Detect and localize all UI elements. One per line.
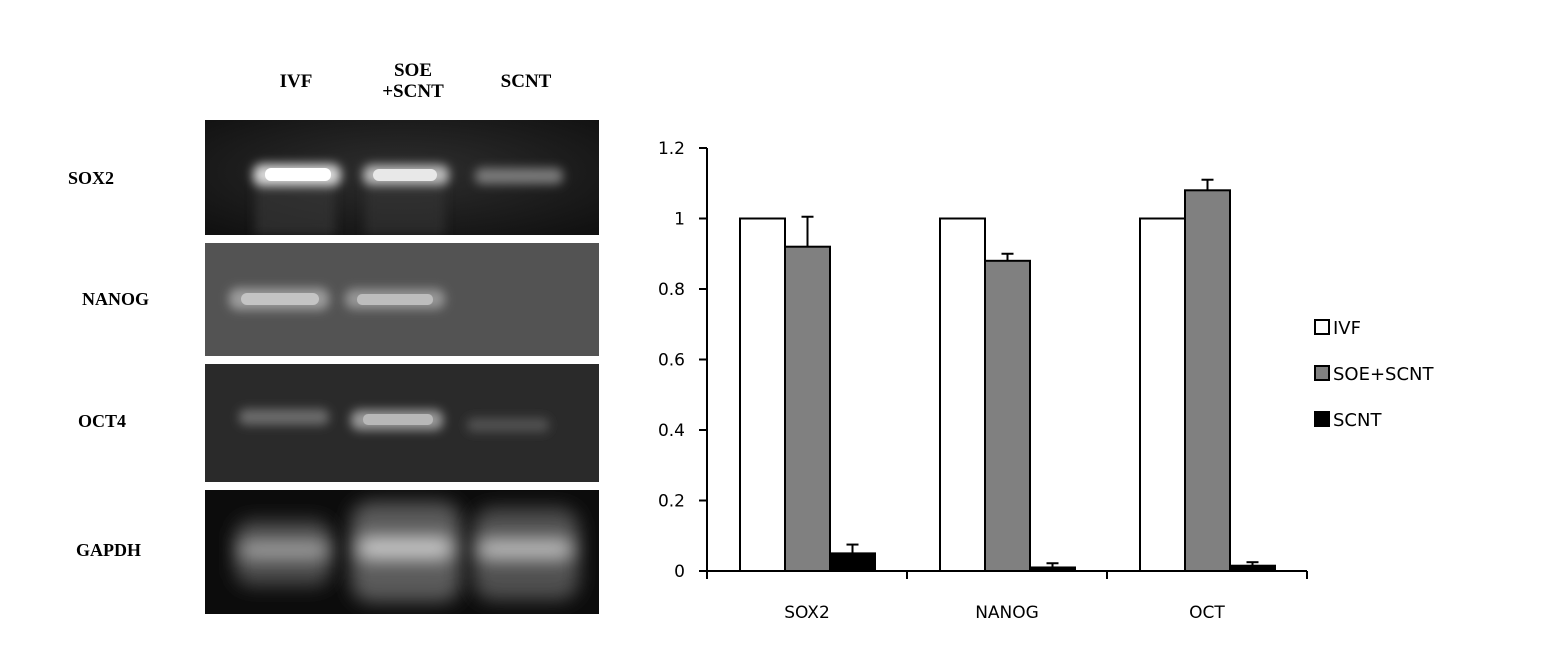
gene-label-oct4: OCT4: [78, 411, 127, 431]
lane-header-soe-scnt: SOE +SCNT: [382, 60, 444, 102]
y-tick-label-6: 1.2: [658, 139, 685, 159]
legend-swatch-ivf: [1314, 319, 1330, 335]
y-tick-label-3: 0.6: [658, 351, 685, 371]
gel-strip-oct4: [205, 364, 599, 482]
legend-swatch-scnt: [1314, 411, 1330, 427]
legend-label-scnt: SCNT: [1333, 410, 1382, 431]
y-tick-label-5: 1: [674, 210, 685, 230]
bar-nanog-soe-scnt: [984, 259, 1031, 572]
bars-layer: [739, 189, 1276, 573]
legend-label-soe-scnt: SOE+SCNT: [1333, 364, 1435, 385]
gel-strip-nanog: [205, 243, 599, 356]
y-tick-label-0: 0: [674, 562, 685, 582]
gene-label-sox2: SOX2: [68, 168, 115, 188]
y-tick-label-2: 0.4: [658, 421, 685, 441]
bar-oct-ivf: [1139, 217, 1186, 572]
bar-sox2-soe-scnt: [784, 245, 831, 572]
legend: IVF SOE+SCNT SCNT: [1314, 318, 1435, 431]
lane-header-scnt: SCNT: [500, 71, 552, 92]
y-tick-label-4: 0.8: [658, 280, 685, 300]
error-bars-layer: [801, 178, 1259, 568]
bar-chart: 0 0.2 0.4 0.6 0.8 1 1.2 SOX2 NANOG OCT IVF SOE+SCN…: [658, 139, 1435, 623]
axes-layer: 0 0.2 0.4 0.6 0.8 1 1.2 SOX2 NANOG OCT: [658, 139, 1308, 623]
gene-label-nanog: NANOG: [82, 289, 149, 309]
lane-header-ivf: IVF: [279, 71, 313, 92]
gel-strip-gapdh: [205, 490, 599, 614]
bar-sox2-scnt: [829, 552, 876, 572]
y-tick-label-1: 0.2: [658, 492, 685, 512]
bar-oct-soe-scnt: [1184, 189, 1231, 573]
legend-swatch-soe-scnt: [1314, 365, 1330, 381]
bar-nanog-ivf: [939, 217, 986, 572]
gel-strip-sox2: [205, 120, 599, 235]
x-tick-label-oct: OCT: [1189, 603, 1225, 623]
bar-sox2-ivf: [739, 217, 786, 572]
gel-electrophoresis-panel: IVF SOE +SCNT SCNT SOX2 NANOG OCT4 GAPDH: [0, 0, 620, 650]
gene-label-gapdh: GAPDH: [76, 540, 141, 560]
x-tick-label-nanog: NANOG: [975, 603, 1039, 623]
legend-label-ivf: IVF: [1333, 318, 1361, 339]
x-tick-label-sox2: SOX2: [784, 603, 830, 623]
